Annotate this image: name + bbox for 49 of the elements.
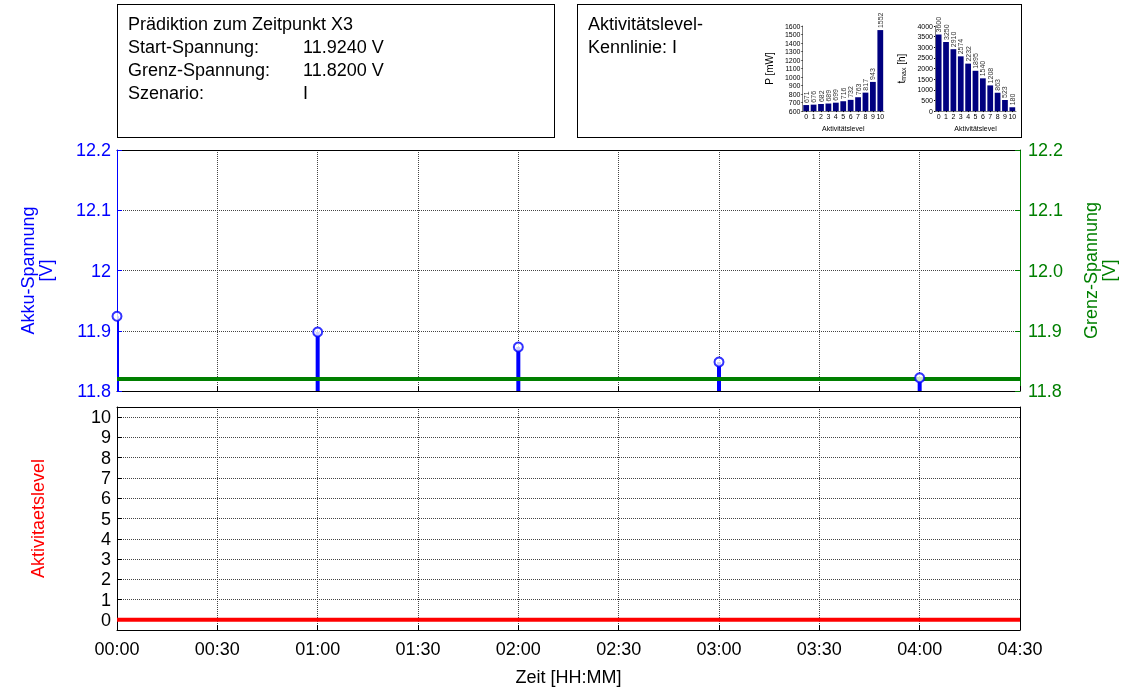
y-tick-label: 10 xyxy=(90,407,111,428)
y-tick-label: 12 xyxy=(90,260,111,281)
text: Aktivitätslevel- Kennlinie: I xyxy=(588,14,704,57)
x-tick-label: 01:00 xyxy=(295,639,341,659)
y-tick-label: 9 xyxy=(100,427,111,448)
x-tick-label: 04:30 xyxy=(997,639,1043,659)
y-tick-label: 2 xyxy=(100,569,111,590)
y2-tick-label: 11.9 xyxy=(1028,320,1062,341)
y-tick-label: 8 xyxy=(100,447,111,468)
y-axis-title: Aktivitaetslevel xyxy=(28,458,48,579)
y-tick-label: 12.2 xyxy=(75,140,111,160)
x-tick-label: 03:00 xyxy=(696,639,742,659)
text: I xyxy=(303,82,309,105)
y2-tick-label: 12.1 xyxy=(1028,200,1064,221)
point xyxy=(914,372,926,384)
y-axis-title: Akku-Spannung [V] xyxy=(18,206,56,335)
text: Grenz-Spannung: xyxy=(128,59,272,82)
text: 11.8200 V xyxy=(303,59,385,82)
x-tick-label: 01:30 xyxy=(395,639,441,659)
y2-tick-label: 11.8 xyxy=(1028,381,1062,401)
y-tick-label: 11.8 xyxy=(77,381,111,401)
y2-tick-label: 12.2 xyxy=(1028,140,1064,160)
y2-tick-label: 12.0 xyxy=(1028,260,1064,281)
y-tick-label: 3 xyxy=(100,549,111,570)
point xyxy=(713,356,725,368)
y-tick-label: 4 xyxy=(100,528,111,549)
y-tick-label: 7 xyxy=(100,467,111,488)
y-tick-label: 1 xyxy=(100,589,111,610)
x-tick-label: 00:00 xyxy=(94,639,140,659)
text: Start-Spannung: xyxy=(128,36,261,59)
y2-axis-title: Grenz-Spannung [V] xyxy=(1081,201,1119,340)
text: 11.9240 V xyxy=(303,36,385,59)
y-tick-label: 0 xyxy=(100,609,111,630)
point xyxy=(512,341,524,353)
y-tick-label: 12.1 xyxy=(75,200,111,221)
text: Prädiktion zum Zeitpunkt X3 xyxy=(128,13,355,36)
point xyxy=(111,310,123,322)
text: Szenario: xyxy=(128,82,206,105)
x-tick-label: 02:00 xyxy=(495,639,541,659)
y-tick-label: 5 xyxy=(100,508,111,529)
y-tick-label: 6 xyxy=(100,488,111,509)
y-tick-label: 11.9 xyxy=(77,320,111,341)
x-tick-label: 04:00 xyxy=(897,639,943,659)
y-axis-title: P [mW] xyxy=(763,52,775,85)
x-tick-label: 00:30 xyxy=(194,639,240,659)
x-axis-title: Zeit [HH:MM] xyxy=(515,667,622,687)
x-tick-label: 02:30 xyxy=(596,639,642,659)
point xyxy=(312,326,324,338)
x-tick-label: 03:30 xyxy=(796,639,842,659)
